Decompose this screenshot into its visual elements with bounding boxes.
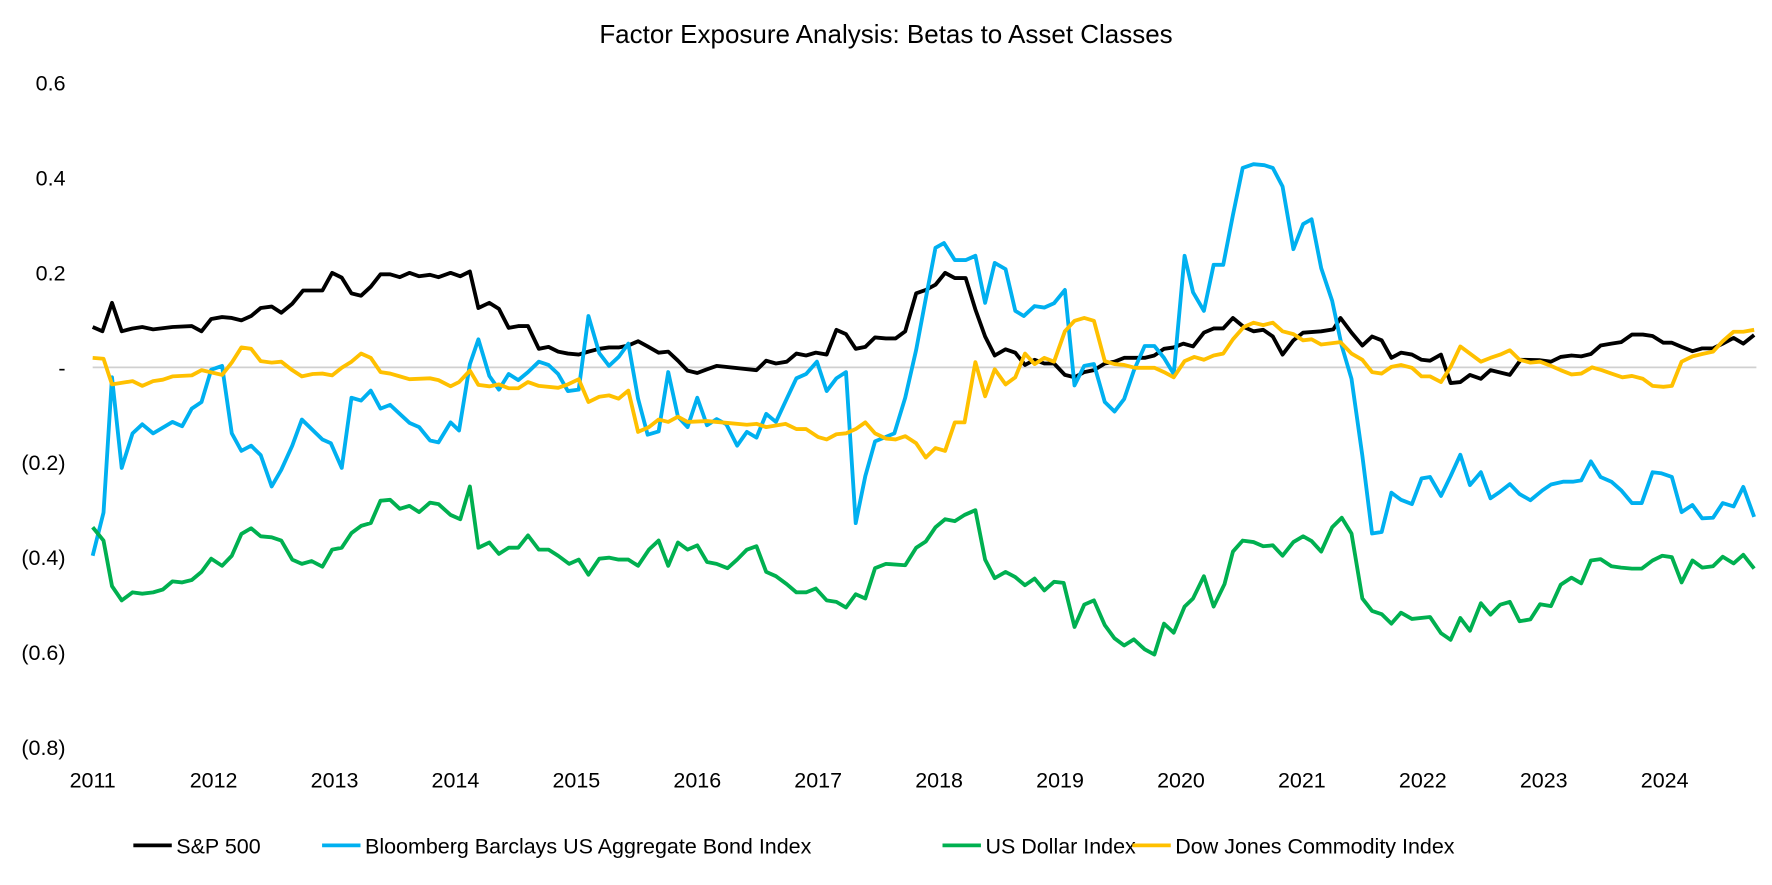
y-axis: 0.6 0.4 0.2 - (0.2) (0.4) (0.6) (0.8) (21, 71, 65, 759)
y-tick-label: (0.4) (21, 546, 65, 570)
y-tick-label: 0.6 (36, 71, 66, 95)
legend-label: Dow Jones Commodity Index (1175, 834, 1454, 858)
series-line-3 (92, 316, 1755, 460)
series-line-1 (90, 162, 1756, 557)
x-tick-label: 2012 (190, 769, 238, 793)
y-tick-label: (0.6) (21, 641, 65, 665)
x-tick-label: 2017 (794, 769, 842, 793)
legend-label: US Dollar Index (985, 834, 1136, 858)
x-tick-label: 2015 (552, 769, 600, 793)
legend-label: Bloomberg Barclays US Aggregate Bond Ind… (365, 834, 812, 858)
plot-lines (90, 162, 1756, 657)
legend-item: Dow Jones Commodity Index (1132, 834, 1455, 858)
legend-item: Bloomberg Barclays US Aggregate Bond Ind… (322, 834, 812, 858)
legend-label: S&P 500 (176, 834, 260, 858)
x-tick-label: 2022 (1399, 769, 1447, 793)
y-tick-label: 0.2 (36, 261, 66, 285)
series-line-0 (91, 269, 1756, 385)
x-tick-label: 2016 (673, 769, 721, 793)
chart-title: Factor Exposure Analysis: Betas to Asset… (599, 19, 1172, 49)
x-tick-label: 2020 (1157, 769, 1205, 793)
series-line-2 (91, 484, 1756, 657)
x-tick-label: 2023 (1520, 769, 1568, 793)
x-tick-label: 2014 (432, 769, 480, 793)
x-tick-label: 2024 (1641, 769, 1689, 793)
x-tick-label: 2019 (1036, 769, 1084, 793)
y-tick-label: (0.2) (21, 451, 65, 475)
x-tick-label: 2021 (1278, 769, 1326, 793)
y-tick-label: (0.8) (21, 736, 65, 760)
x-tick-label: 2011 (70, 769, 116, 793)
legend: S&P 500 Bloomberg Barclays US Aggregate B… (133, 834, 1455, 858)
x-tick-label: 2018 (915, 769, 963, 793)
x-axis: 2011 2012 2013 2014 2015 2016 2017 2018 2019 2020… (70, 769, 1689, 793)
legend-item: S&P 500 (133, 834, 261, 858)
y-tick-label: 0.4 (36, 166, 66, 190)
x-tick-label: 2013 (311, 769, 359, 793)
y-tick-label: - (58, 356, 65, 380)
legend-item: US Dollar Index (942, 834, 1136, 858)
